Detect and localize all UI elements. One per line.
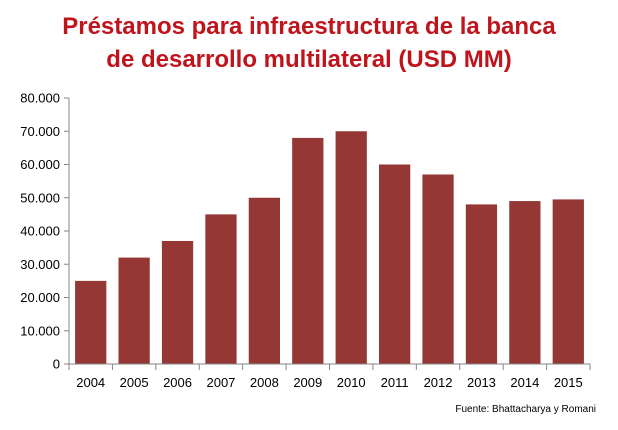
bars — [75, 131, 584, 364]
source-note: Fuente: Bhattacharya y Romani — [455, 404, 596, 415]
y-tick-label: 80.000 — [20, 91, 60, 106]
x-tick-label: 2012 — [424, 375, 453, 390]
x-tick-label: 2015 — [554, 375, 583, 390]
y-tick-label: 20.000 — [20, 290, 60, 305]
bar-2011 — [378, 164, 411, 364]
x-axis: 2004 2005 2006 2007 2008 2009 2010 2011 2012 2013… — [68, 363, 591, 390]
bar-2005 — [118, 257, 150, 364]
x-tick-label: 2004 — [76, 375, 105, 390]
y-tick-label: 70.000 — [20, 124, 60, 139]
chart-title-line-2: de desarrollo multilateral (USD MM) — [106, 46, 512, 73]
bar-2006 — [161, 240, 194, 364]
bar-2007 — [205, 214, 237, 364]
bar-2009 — [292, 137, 324, 364]
y-tick-label: 10.000 — [20, 323, 60, 338]
x-tick-label: 2006 — [163, 375, 192, 390]
bar-2010 — [335, 131, 367, 364]
bar-2014 — [509, 201, 541, 364]
x-tick-label: 2010 — [337, 375, 366, 390]
x-tick-label: 2011 — [381, 375, 409, 390]
bar-2013 — [465, 204, 498, 364]
chart-title: Préstamos para infraestructura de la ban… — [0, 10, 618, 76]
x-tick-label: 2009 — [293, 375, 322, 390]
bar-2015 — [552, 199, 584, 364]
x-tick-label: 2013 — [467, 375, 496, 390]
x-tick-label: 2008 — [250, 375, 279, 390]
y-axis: 0 10.000 20.000 30.000 40.000 50.000 60.000 70.… — [20, 91, 70, 372]
bar-2008 — [248, 197, 281, 364]
y-tick-label: 0 — [53, 357, 60, 372]
y-tick-label: 40.000 — [20, 224, 60, 239]
y-tick-label: 60.000 — [20, 157, 60, 172]
chart-title-line-1: Préstamos para infraestructura de la ban… — [62, 13, 556, 40]
x-tick-label: 2005 — [120, 375, 149, 390]
x-tick-label: 2014 — [510, 375, 539, 390]
x-tick-label: 2007 — [206, 375, 235, 390]
y-tick-label: 50.000 — [20, 190, 60, 205]
bar-2004 — [75, 280, 107, 364]
bar-2012 — [422, 174, 454, 364]
y-tick-label: 30.000 — [20, 257, 60, 272]
